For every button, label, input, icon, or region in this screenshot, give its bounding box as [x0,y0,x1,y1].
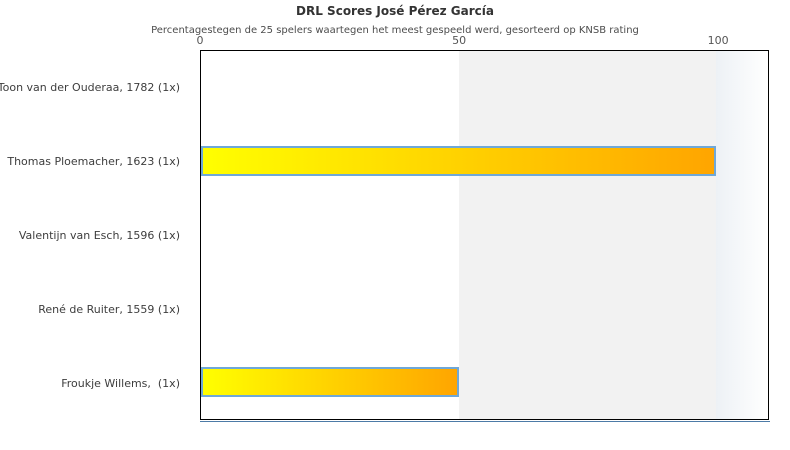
background-band [716,51,768,419]
x-tick-label: 0 [196,34,204,47]
plot-bands [201,51,768,419]
x-tick-label: 100 [707,34,729,47]
bar-row [201,51,768,125]
x-axis-ticks: 0 50 100 [196,34,770,48]
y-axis-label: Froukje Willems, (1x) [61,377,180,391]
bar-row [201,125,768,199]
y-axis-label: Thomas Ploemacher, 1623 (1x) [7,154,180,168]
bar-row [201,272,768,346]
chart-title: DRL Scores José Pérez García [296,4,494,18]
bar-row [201,198,768,272]
score-bar [201,146,717,177]
plot-area [200,50,769,420]
background-band [458,51,717,419]
plot-baseline [200,421,770,422]
score-bar [201,367,459,398]
y-axis-label: René de Ruiter, 1559 (1x) [38,303,180,317]
x-tick-label: 50 [452,34,467,47]
y-axis-label: Valentijn van Esch, 1596 (1x) [18,229,180,242]
y-axis-label: Toon van der Ouderaa, 1782 (1x) [0,80,180,94]
bar-row [201,345,768,419]
bar-rows [201,51,768,419]
y-axis-labels: Toon van der Ouderaa, 1782 (1x) Thomas Pl… [0,50,190,421]
chart-subtitle: Percentagestegen de 25 spelers waartegen… [151,25,639,36]
